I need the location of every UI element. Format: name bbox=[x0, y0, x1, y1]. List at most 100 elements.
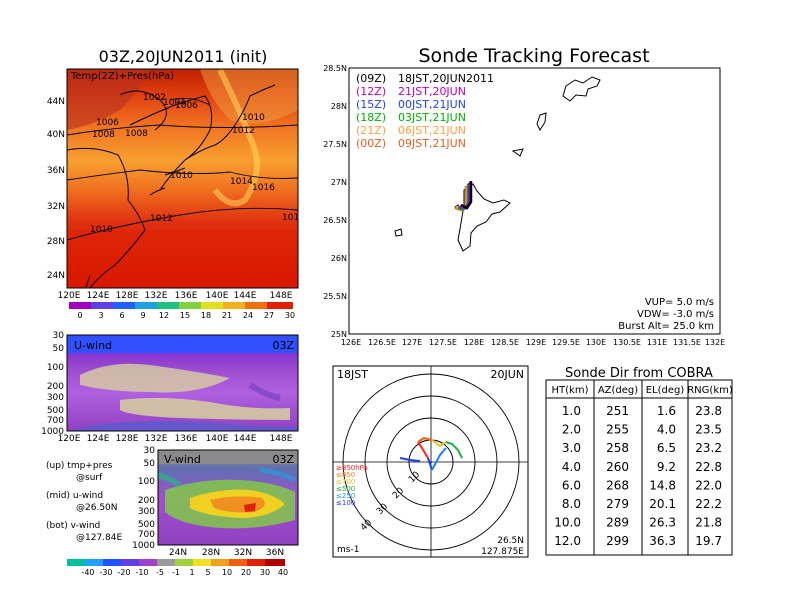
tracking-lat-ticks: 28.5N 28N 27.5N 27N 26.5N 26N 25.5N 25N bbox=[323, 64, 347, 339]
isobar-label: 1004 bbox=[163, 98, 186, 108]
table-cell: 23.2 bbox=[695, 441, 722, 455]
legend-09z: (09Z) 18JST,20JUN2011 bbox=[356, 72, 494, 85]
isobar-label: 1006 bbox=[175, 101, 198, 111]
colorbar-tick: -10 bbox=[135, 568, 148, 577]
u-wind-time: 03Z bbox=[272, 339, 294, 352]
table-header-cell: RNG(km) bbox=[687, 385, 733, 396]
pressure-tick: 30 bbox=[144, 446, 156, 456]
desc-bot-sub: @127.84E bbox=[76, 533, 122, 543]
hodograph-date: 20JUN bbox=[490, 368, 524, 381]
u-pressure-ticks: 30 50 100 200 300 500 700 1000 bbox=[41, 331, 64, 437]
colorbar-tick: 9 bbox=[140, 311, 145, 320]
colorbar-tick: -30 bbox=[99, 568, 112, 577]
pressure-tick: 50 bbox=[144, 459, 156, 469]
isobars bbox=[67, 90, 298, 241]
colorbar-tick: 24 bbox=[243, 311, 253, 320]
temperature-map bbox=[67, 69, 298, 288]
table-title: Sonde Dir from COBRA bbox=[565, 366, 713, 381]
table-row: 12.0 299 36.3 19.7 bbox=[554, 534, 722, 548]
lon-tick: 132E bbox=[705, 338, 725, 347]
lat-tick: 44N bbox=[47, 97, 65, 107]
table-cell: 21.8 bbox=[695, 516, 722, 530]
desc-bot: (bot) v-wind bbox=[46, 521, 100, 531]
map-label: Temp(2Z)+Pres(hPa) bbox=[70, 71, 174, 82]
sonde-track-09z bbox=[460, 181, 473, 210]
lon-tick: 126E bbox=[341, 338, 361, 347]
pressure-tick: 500 bbox=[47, 406, 64, 416]
level-label: ≤850 bbox=[336, 471, 355, 479]
lon-tick: 132E bbox=[145, 291, 168, 301]
vup-value: VUP= 5.0 m/s bbox=[645, 297, 714, 308]
pressure-tick: 300 bbox=[47, 393, 64, 403]
legend-text: 00JST,21JUN bbox=[398, 98, 466, 111]
isobar-label: 1012 bbox=[232, 126, 255, 136]
tracking-legend: (09Z) 18JST,20JUN2011 (12Z) 21JST,20JUN (1… bbox=[356, 72, 494, 150]
lat-tick: 25.5N bbox=[323, 292, 347, 301]
tracking-lon-ticks: 126E 126.5E 127E 127.5E 128E 128.5E 129E… bbox=[341, 338, 725, 347]
v-wind-label: V-wind bbox=[164, 453, 201, 466]
colorbar-tick: -20 bbox=[117, 568, 130, 577]
isobar-labels: 1002 1004 1006 1006 1008 1008 1010 1012 … bbox=[90, 93, 299, 235]
v-wind-time: 03Z bbox=[272, 453, 294, 466]
legend-code: (18Z) bbox=[356, 111, 386, 124]
legend-21z: (21Z) 06JST,21JUN bbox=[356, 124, 466, 137]
pressure-tick: 100 bbox=[138, 477, 155, 487]
lon-tick: 148E bbox=[270, 434, 293, 444]
table-cell: 4.0 bbox=[562, 460, 581, 474]
pressure-tick: 700 bbox=[138, 530, 155, 540]
lat-tick: 25N bbox=[331, 330, 347, 339]
colorbar-tick: 12 bbox=[159, 311, 169, 320]
wind-colorbar: -40 -30 -20 -10 -5 -1 1 5 10 20 30 40 bbox=[67, 559, 288, 577]
pressure-tick: 50 bbox=[53, 344, 65, 354]
desc-mid: (mid) u-wind bbox=[46, 491, 103, 501]
hodograph-level-legend: ≥850hPa ≤850 ≤700 ≤500 ≤250 ≤100 bbox=[336, 464, 368, 507]
table-cell: 19.7 bbox=[695, 534, 722, 548]
table-row: 8.0 279 20.1 22.2 bbox=[562, 497, 722, 511]
isobar-label: 1010 bbox=[170, 171, 193, 181]
sonde-tracks bbox=[454, 181, 473, 212]
lon-tick: 128E bbox=[116, 291, 139, 301]
isobar-label: 1010 bbox=[90, 225, 113, 235]
table-cell: 268 bbox=[606, 478, 629, 492]
colorbar-tick: 40 bbox=[278, 568, 288, 577]
table-cell: 251 bbox=[606, 404, 629, 418]
level-label: ≤500 bbox=[336, 485, 355, 493]
legend-text: 21JST,20JUN bbox=[398, 85, 466, 98]
colorbar-tick: 10 bbox=[222, 568, 232, 577]
lon-tick: 124E bbox=[87, 434, 110, 444]
table-cell: 1.6 bbox=[657, 404, 676, 418]
hodograph-lat: 26.5N bbox=[497, 536, 524, 546]
lat-tick: 24N bbox=[169, 548, 187, 558]
lat-tick: 24N bbox=[47, 271, 65, 281]
map-lon-ticks: 120E 124E 128E 132E 136E 140E 144E 148E bbox=[58, 291, 293, 301]
colorbar-tick: -1 bbox=[172, 568, 180, 577]
table-cell: 10.0 bbox=[554, 516, 581, 530]
table-cell: 299 bbox=[606, 534, 629, 548]
legend-text: 18JST,20JUN2011 bbox=[398, 72, 494, 85]
colorbar-tick: 20 bbox=[241, 568, 251, 577]
lat-tick: 26N bbox=[331, 254, 347, 263]
colorbar-tick: -5 bbox=[156, 568, 164, 577]
table-cell: 1.0 bbox=[562, 404, 581, 418]
hodograph-trace bbox=[399, 436, 463, 471]
table-cell: 26.3 bbox=[649, 516, 676, 530]
lon-tick: 131.5E bbox=[673, 338, 701, 347]
burst-alt-value: Burst Alt= 25.0 km bbox=[618, 321, 714, 332]
pressure-tick: 500 bbox=[138, 520, 155, 530]
table-header: HT(km) AZ(deg) EL(deg) RNG(km) bbox=[552, 385, 733, 396]
table-cell: 289 bbox=[606, 516, 629, 530]
lon-tick: 144E bbox=[234, 434, 257, 444]
hodograph-lon: 127.875E bbox=[481, 547, 524, 557]
table-header-cell: HT(km) bbox=[552, 385, 589, 396]
level-label: ≤100 bbox=[336, 499, 355, 507]
lat-tick: 32N bbox=[47, 202, 65, 212]
pressure-tick: 100 bbox=[47, 363, 64, 373]
table-cell: 22.2 bbox=[695, 497, 722, 511]
lat-tick: 28N bbox=[47, 237, 65, 247]
lon-tick: 129E bbox=[526, 338, 546, 347]
isobar-label: 1010 bbox=[242, 113, 265, 123]
pressure-tick: 200 bbox=[138, 496, 155, 506]
colorbar-tick: 0 bbox=[77, 311, 82, 320]
lon-tick: 140E bbox=[206, 291, 229, 301]
